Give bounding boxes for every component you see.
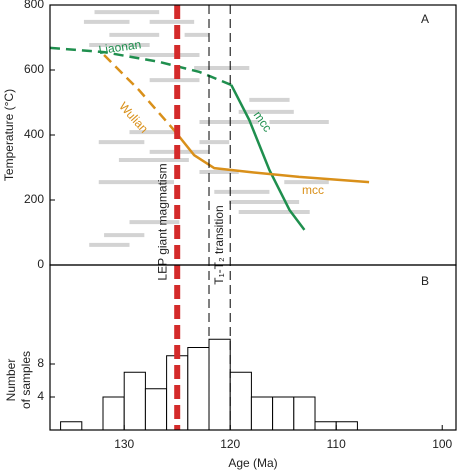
x-tick-label: 130 [114,437,134,451]
y-tick-label: 600 [24,62,44,76]
panel-frame [49,264,457,431]
bar [293,396,316,431]
panel-letter: B [421,274,429,288]
reference-label: LEP giant magmatism [155,163,169,280]
y-axis-label: Number [4,359,18,402]
series-label: Liaonan [98,37,142,57]
series-line [49,46,232,87]
panel-letter: A [421,12,429,26]
bar [272,396,295,431]
y-tick-label: 4 [37,389,44,403]
series-label: mcc [302,183,324,197]
y-tick-label: 0 [37,257,44,271]
bar [60,421,83,431]
bar [335,421,358,431]
series-line [173,129,370,184]
bar [123,371,146,431]
bar [144,388,168,431]
bar [229,371,252,431]
y-tick-label: 8 [37,356,44,370]
series-line [230,84,306,231]
bar [314,421,337,431]
bar [187,347,210,431]
x-tick-label: 120 [220,437,240,451]
bar [250,396,274,431]
series-line [103,54,175,131]
x-tick-label: 110 [327,437,346,451]
y-tick-label: 200 [24,192,44,206]
y-axis-label: Temperature (°C) [2,89,16,181]
x-axis-label: Age (Ma) [228,456,277,470]
bar [208,338,231,431]
reference-label: T₁-T₂ transition [212,205,226,284]
y-tick-label: 800 [24,0,44,11]
x-tick-label: 100 [432,437,452,451]
y-axis-label: of samples [19,351,33,409]
bar [102,396,125,431]
y-tick-label: 400 [24,127,44,141]
